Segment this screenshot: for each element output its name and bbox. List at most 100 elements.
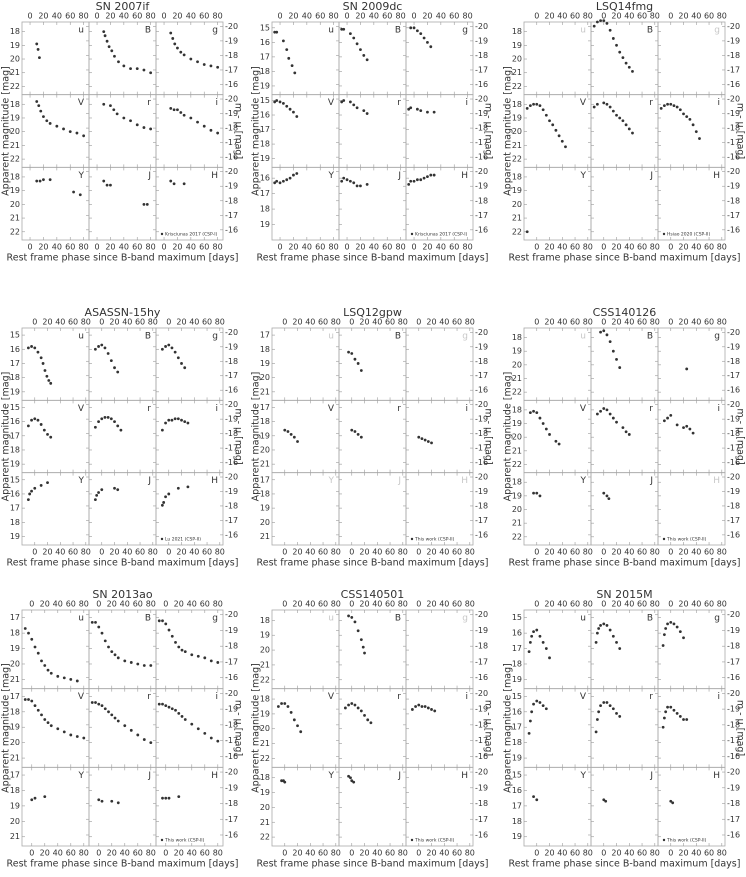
data-point xyxy=(296,724,299,728)
x-tick-label: 0 xyxy=(668,12,673,21)
y-tick-label: 18 xyxy=(512,172,522,181)
data-point xyxy=(409,26,413,30)
y-tick-label: 18 xyxy=(512,659,522,668)
x-tick-label: 0 xyxy=(668,600,673,609)
x-tick-label: 20 xyxy=(426,849,436,858)
x-tick-label: 40 xyxy=(691,600,701,609)
x-tick-label: 20 xyxy=(40,849,50,858)
data-point xyxy=(618,116,622,120)
subpanel-frame xyxy=(155,688,224,768)
y2-tick-label: -20 xyxy=(475,328,488,337)
x-tick-label: 80 xyxy=(146,12,156,21)
data-point xyxy=(532,630,535,633)
data-point xyxy=(170,634,174,638)
x-tick-label: 80 xyxy=(396,243,406,252)
x-tick-label: 60 xyxy=(199,12,209,21)
x-tick-label: 0 xyxy=(29,849,34,858)
data-point xyxy=(605,701,609,704)
data-point xyxy=(167,705,171,709)
data-point xyxy=(113,653,117,657)
x-tick-label: 0 xyxy=(534,849,539,858)
subpanel-frame xyxy=(405,766,474,847)
x-tick-label: 20 xyxy=(172,12,182,21)
data-point xyxy=(167,628,171,632)
data-point xyxy=(286,430,290,433)
data-point xyxy=(182,182,186,186)
data-point xyxy=(180,362,183,365)
data-point xyxy=(149,741,153,745)
data-point xyxy=(40,659,43,663)
data-point xyxy=(664,627,668,630)
data-point xyxy=(122,116,126,120)
data-point xyxy=(164,704,168,708)
y-tick-label: 17 xyxy=(10,359,20,368)
data-point xyxy=(75,131,79,135)
data-point xyxy=(273,30,277,34)
y2-tick-label: -17 xyxy=(475,211,488,220)
y2-tick-label: -16 xyxy=(727,673,740,682)
x-tick-label: 80 xyxy=(79,243,89,252)
subpanel-frame xyxy=(88,766,157,847)
data-point xyxy=(49,381,53,385)
data-point xyxy=(283,780,287,784)
x-tick-label: 0 xyxy=(668,318,673,327)
x-tick-label: 80 xyxy=(398,318,408,327)
x-tick-label: 20 xyxy=(107,849,117,858)
x-tick-label: 0 xyxy=(534,548,539,557)
x-tick-label: 80 xyxy=(465,548,475,557)
y2-tick-label: -19 xyxy=(225,415,238,424)
x-axis-label: Rest frame phase since B-band maximum [d… xyxy=(7,859,239,870)
x-tick-label: 20 xyxy=(109,548,119,557)
data-point xyxy=(602,798,606,802)
data-point xyxy=(33,796,37,800)
band-label: V xyxy=(78,692,85,702)
y-tick-label: 16 xyxy=(260,111,270,120)
x-tick-label: 0 xyxy=(166,318,171,327)
data-point xyxy=(621,56,625,60)
data-point xyxy=(340,100,344,104)
data-point xyxy=(43,664,47,667)
y2-tick-label: -18 xyxy=(225,501,238,510)
legend-marker xyxy=(410,537,414,541)
data-point xyxy=(618,715,622,718)
x-tick-label: 40 xyxy=(439,849,449,858)
y-tick-label: 15 xyxy=(260,23,270,32)
data-point xyxy=(295,172,299,175)
y-tick-label: 20 xyxy=(260,803,270,812)
band-label: r xyxy=(649,692,653,702)
y-axis-label: Apparent magnitude [mag] xyxy=(503,372,514,502)
subpanel-frame xyxy=(657,766,726,847)
y-tick-label: 18 xyxy=(10,629,20,638)
data-point xyxy=(100,488,104,492)
data-point xyxy=(170,418,174,422)
x-tick-label: 20 xyxy=(544,243,554,252)
data-point xyxy=(190,653,194,657)
data-point xyxy=(352,181,356,185)
data-point xyxy=(538,416,542,420)
x-tick-label: 60 xyxy=(449,243,459,252)
x-tick-label: 80 xyxy=(465,318,475,327)
data-point xyxy=(627,127,631,131)
band-label: g xyxy=(462,26,468,36)
x-tick-label: 80 xyxy=(331,600,341,609)
x-tick-label: 80 xyxy=(717,243,727,252)
data-point xyxy=(93,498,97,502)
y2-tick-label: -18 xyxy=(727,51,740,60)
legend-marker xyxy=(662,537,666,541)
data-point xyxy=(688,117,692,121)
x-tick-label: 60 xyxy=(637,548,647,557)
data-point xyxy=(283,428,287,432)
y2-tick-label: -20 xyxy=(727,689,740,698)
data-point xyxy=(69,678,73,681)
band-label: H xyxy=(211,771,218,781)
data-point xyxy=(532,102,535,106)
y-tick-label: 16 xyxy=(260,38,270,47)
data-point xyxy=(292,110,295,114)
data-point xyxy=(49,671,53,675)
x-tick-label: 60 xyxy=(68,548,78,557)
y-tick-label: 19 xyxy=(260,631,270,640)
data-point xyxy=(167,343,171,347)
data-point xyxy=(340,179,344,183)
x-tick-label: 80 xyxy=(650,849,660,858)
data-point xyxy=(599,704,602,708)
